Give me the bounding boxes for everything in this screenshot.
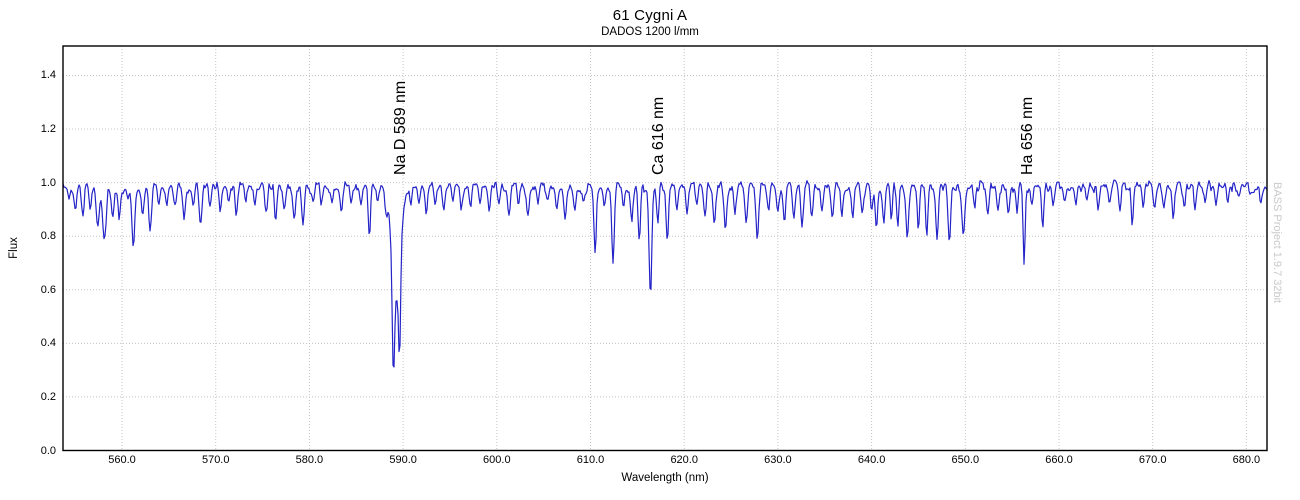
chart-subtitle: DADOS 1200 l/mm xyxy=(601,26,699,38)
spectrum-trace xyxy=(62,179,1268,368)
x-tick-label: 680.0 xyxy=(1232,454,1261,466)
y-tick-label: 0.6 xyxy=(40,283,56,296)
x-tick-label: 590.0 xyxy=(389,454,417,466)
x-tick-label: 620.0 xyxy=(670,454,698,466)
x-tick-label: 630.0 xyxy=(764,454,792,466)
x-tick-label: 640.0 xyxy=(857,454,886,466)
watermark-text: BASS Project 1.9.7 32bit xyxy=(1271,182,1283,304)
y-tick-label: 0.8 xyxy=(40,230,56,243)
line-annotation: Na D 589 nm xyxy=(392,80,410,175)
y-tick-label: 1.2 xyxy=(40,123,56,136)
x-tick-label: 670.0 xyxy=(1138,454,1167,466)
y-tick-label: 0.2 xyxy=(40,390,56,403)
chart-title: 61 Cygni A xyxy=(612,7,688,24)
line-annotation: Ca 616 nm xyxy=(649,96,667,175)
y-tick-label: 0.0 xyxy=(40,444,56,457)
x-axis-label: Wavelength (nm) xyxy=(621,472,709,484)
x-tick-label: 650.0 xyxy=(951,454,980,466)
x-tick-label: 560.0 xyxy=(108,454,136,466)
x-tick-label: 600.0 xyxy=(483,454,511,466)
x-tick-label: 660.0 xyxy=(1045,454,1073,466)
y-tick-label: 1.0 xyxy=(40,176,56,189)
x-tick-label: 570.0 xyxy=(201,454,230,466)
y-tick-label: 1.4 xyxy=(40,69,56,82)
line-annotation: Ha 656 nm xyxy=(1019,96,1037,175)
plot-frame xyxy=(62,45,1268,452)
x-tick-label: 580.0 xyxy=(295,454,324,466)
y-tick-label: 0.4 xyxy=(40,337,56,350)
x-tick-label: 610.0 xyxy=(576,454,605,466)
